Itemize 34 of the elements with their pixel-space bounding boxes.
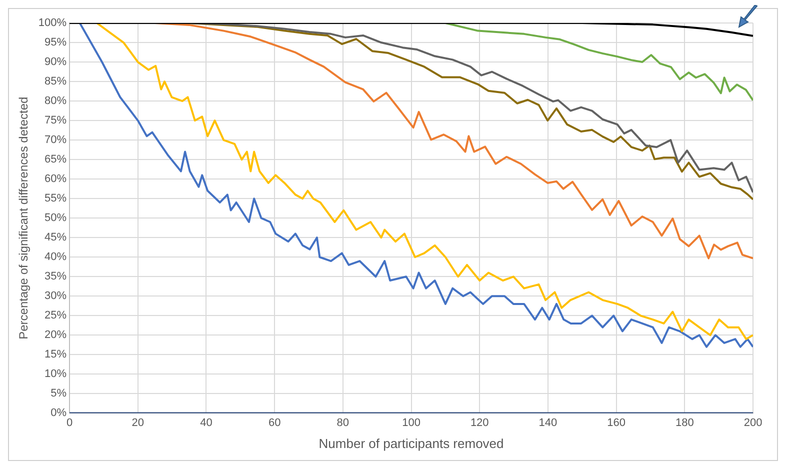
y-tick-label: 55%: [44, 192, 67, 205]
y-tick-label: 75%: [44, 114, 67, 127]
y-tick-label: 40%: [44, 251, 67, 264]
y-tick-label: 25%: [44, 310, 67, 322]
x-tick-label: 40: [200, 416, 212, 429]
y-tick-label: 0%: [50, 407, 67, 420]
x-tick-label: 80: [336, 416, 350, 429]
x-tick-label: 160: [607, 416, 626, 429]
y-tick-label: 70%: [44, 134, 67, 146]
x-tick-label: 180: [675, 416, 694, 429]
y-tick-label: 15%: [44, 348, 67, 361]
y-tick-label: 80%: [44, 95, 67, 108]
x-tick-label: 120: [470, 416, 489, 429]
y-tick-label: 5%: [50, 388, 67, 400]
y-tick-label: 90%: [44, 56, 67, 68]
x-tick-label: 140: [538, 416, 558, 429]
y-tick-label: 45%: [44, 232, 67, 244]
x-axis-title: Number of participants removed: [318, 436, 504, 451]
x-tick-label: 60: [268, 416, 281, 429]
x-tick-label: 200: [744, 416, 762, 429]
x-tick-label: 0: [66, 416, 73, 429]
y-tick-label: 85%: [44, 76, 67, 88]
y-tick-label: 100%: [38, 17, 67, 30]
y-tick-label: 20%: [44, 329, 67, 342]
y-tick-label: 65%: [44, 154, 67, 166]
y-axis-title: Percentage of significant differences detected: [16, 96, 31, 340]
y-tick-label: 60%: [44, 173, 67, 186]
x-tick-label: 100: [402, 416, 420, 429]
y-tick-label: 30%: [44, 290, 67, 302]
y-tick-label: 35%: [44, 270, 67, 283]
y-tick-label: 10%: [44, 368, 67, 380]
x-tick-label: 20: [132, 416, 144, 429]
y-tick-label: 95%: [44, 36, 67, 49]
y-tick-label: 50%: [44, 212, 67, 224]
